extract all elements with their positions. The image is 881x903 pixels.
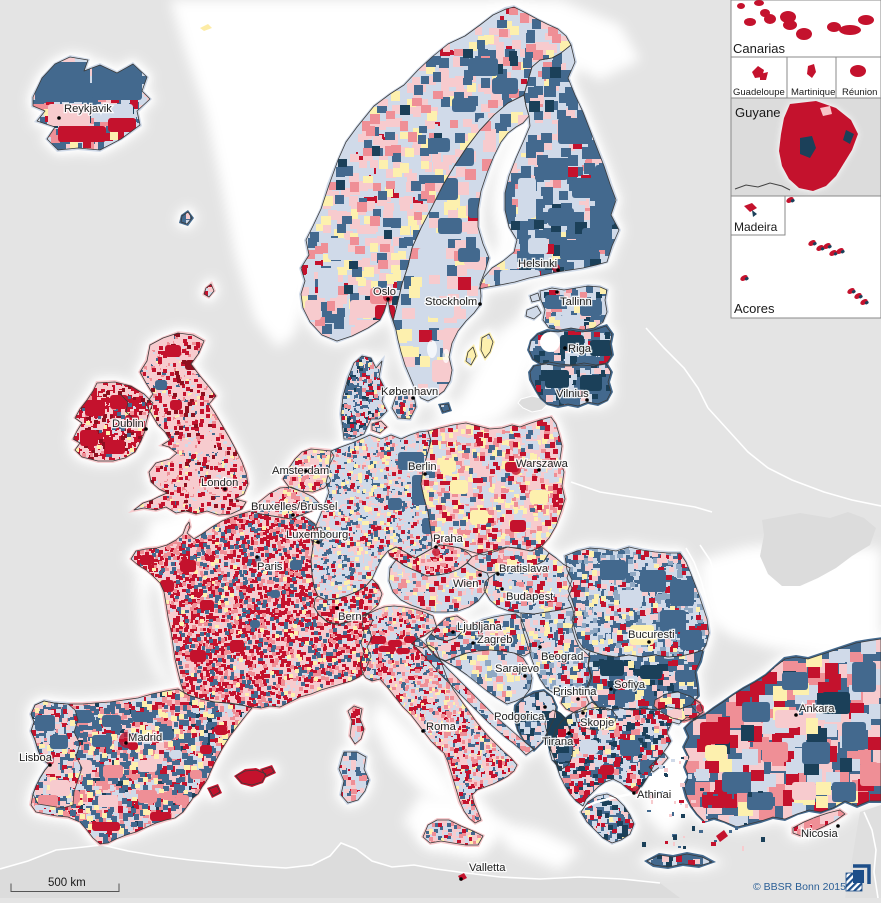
svg-text:Skopje: Skopje bbox=[580, 717, 614, 729]
svg-text:Stockholm: Stockholm bbox=[425, 296, 477, 308]
svg-text:Canarias: Canarias bbox=[733, 41, 786, 56]
svg-text:Roma: Roma bbox=[426, 721, 457, 733]
svg-text:Praha: Praha bbox=[433, 533, 464, 545]
svg-text:Skopje: Skopje bbox=[580, 717, 614, 729]
svg-text:Praha: Praha bbox=[433, 533, 464, 545]
svg-text:Berlin: Berlin bbox=[408, 461, 437, 473]
svg-text:Prishtina: Prishtina bbox=[553, 686, 597, 698]
svg-text:Amsterdam: Amsterdam bbox=[272, 465, 329, 477]
svg-text:Prishtina: Prishtina bbox=[553, 686, 597, 698]
svg-text:Ljubljana: Ljubljana bbox=[457, 621, 503, 633]
svg-text:Ankara: Ankara bbox=[799, 703, 835, 715]
svg-text:Tirana: Tirana bbox=[542, 736, 574, 748]
svg-text:Guadeloupe: Guadeloupe bbox=[733, 87, 785, 98]
svg-text:Vilnius: Vilnius bbox=[556, 388, 589, 400]
svg-text:Dublin: Dublin bbox=[112, 418, 144, 430]
svg-text:Réunion: Réunion bbox=[842, 87, 877, 98]
svg-text:Bratislava: Bratislava bbox=[499, 563, 549, 575]
svg-text:London: London bbox=[201, 477, 238, 489]
svg-text:Athinai: Athinai bbox=[637, 789, 671, 801]
svg-text:Valletta: Valletta bbox=[469, 862, 506, 874]
svg-text:Zagreb: Zagreb bbox=[477, 634, 512, 646]
svg-text:Ankara: Ankara bbox=[799, 703, 835, 715]
svg-text:Paris: Paris bbox=[257, 561, 283, 573]
svg-text:Tirana: Tirana bbox=[542, 736, 574, 748]
svg-text:Wien: Wien bbox=[453, 578, 479, 590]
svg-text:Budapest: Budapest bbox=[506, 591, 554, 603]
svg-text:Valletta: Valletta bbox=[469, 862, 506, 874]
svg-text:Reykjavik: Reykjavik bbox=[64, 103, 112, 115]
svg-text:Stockholm: Stockholm bbox=[425, 296, 477, 308]
svg-text:500 km: 500 km bbox=[48, 877, 86, 889]
svg-text:Bucuresti: Bucuresti bbox=[628, 629, 675, 641]
svg-text:Guyane: Guyane bbox=[735, 105, 781, 120]
svg-text:Bratislava: Bratislava bbox=[499, 563, 549, 575]
svg-text:Vilnius: Vilnius bbox=[556, 388, 589, 400]
svg-text:Beograd: Beograd bbox=[541, 651, 583, 663]
svg-text:Tallinn: Tallinn bbox=[560, 296, 592, 308]
svg-text:Madeira: Madeira bbox=[734, 220, 778, 234]
svg-text:Warszawa: Warszawa bbox=[516, 458, 569, 470]
svg-text:Dublin: Dublin bbox=[112, 418, 144, 430]
svg-text:Athinai: Athinai bbox=[637, 789, 671, 801]
svg-text:Berlin: Berlin bbox=[408, 461, 437, 473]
svg-text:Amsterdam: Amsterdam bbox=[272, 465, 329, 477]
svg-text:Nicosia: Nicosia bbox=[801, 828, 838, 840]
svg-text:Sarajevo: Sarajevo bbox=[495, 663, 539, 675]
svg-text:Podgorica: Podgorica bbox=[494, 711, 545, 723]
svg-text:Acores: Acores bbox=[734, 301, 775, 316]
svg-text:Bruxelles/Brussel: Bruxelles/Brussel bbox=[251, 501, 337, 513]
svg-text:Bruxelles/Brussel: Bruxelles/Brussel bbox=[251, 501, 337, 513]
svg-text:Oslo: Oslo bbox=[373, 286, 396, 298]
svg-text:© BBSR Bonn 2015: © BBSR Bonn 2015 bbox=[753, 881, 846, 893]
svg-text:Roma: Roma bbox=[426, 721, 457, 733]
svg-text:Sofiya: Sofiya bbox=[614, 679, 646, 691]
svg-text:Helsinki: Helsinki bbox=[518, 258, 557, 270]
svg-text:London: London bbox=[201, 477, 238, 489]
svg-text:Warszawa: Warszawa bbox=[516, 458, 569, 470]
svg-text:Martinique: Martinique bbox=[791, 87, 835, 98]
svg-text:Bucuresti: Bucuresti bbox=[628, 629, 675, 641]
svg-text:Budapest: Budapest bbox=[506, 591, 554, 603]
svg-text:Helsinki: Helsinki bbox=[518, 258, 557, 270]
svg-text:Zagreb: Zagreb bbox=[477, 634, 512, 646]
svg-text:Nicosia: Nicosia bbox=[801, 828, 838, 840]
svg-text:Bern: Bern bbox=[338, 611, 362, 623]
svg-text:Podgorica: Podgorica bbox=[494, 711, 545, 723]
svg-text:Madrid: Madrid bbox=[128, 732, 162, 744]
svg-text:Luxembourg: Luxembourg bbox=[286, 529, 348, 541]
svg-text:Tallinn: Tallinn bbox=[560, 296, 592, 308]
svg-text:Ljubljana: Ljubljana bbox=[457, 621, 503, 633]
svg-text:Luxembourg: Luxembourg bbox=[286, 529, 348, 541]
svg-text:Madrid: Madrid bbox=[128, 732, 162, 744]
svg-text:Riga: Riga bbox=[568, 343, 592, 355]
svg-text:Oslo: Oslo bbox=[373, 286, 396, 298]
svg-text:København: København bbox=[381, 386, 438, 398]
svg-text:Riga: Riga bbox=[568, 343, 592, 355]
svg-text:Paris: Paris bbox=[257, 561, 283, 573]
svg-text:København: København bbox=[381, 386, 438, 398]
svg-text:Wien: Wien bbox=[453, 578, 479, 590]
svg-text:Bern: Bern bbox=[338, 611, 362, 623]
svg-text:Beograd: Beograd bbox=[541, 651, 583, 663]
svg-text:Sarajevo: Sarajevo bbox=[495, 663, 539, 675]
svg-text:Lisboa: Lisboa bbox=[19, 752, 53, 764]
svg-text:Sofiya: Sofiya bbox=[614, 679, 646, 691]
svg-text:Reykjavik: Reykjavik bbox=[64, 103, 112, 115]
svg-text:Lisboa: Lisboa bbox=[19, 752, 53, 764]
